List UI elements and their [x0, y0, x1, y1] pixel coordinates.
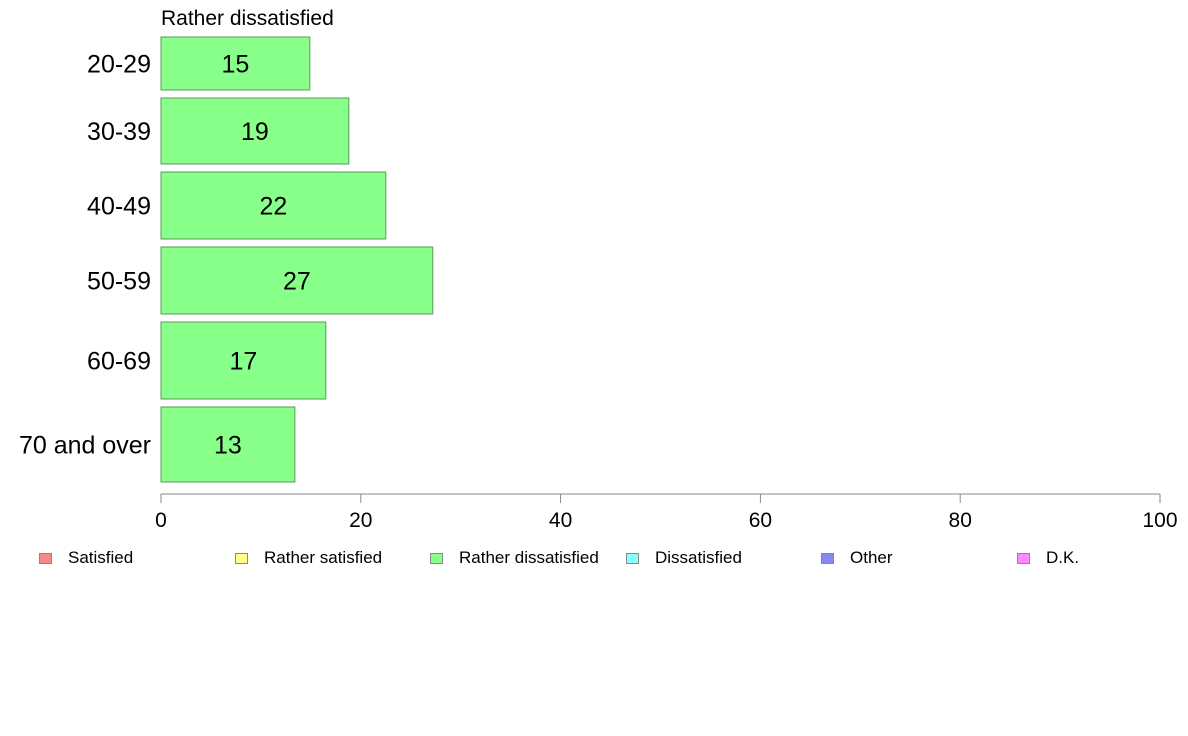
- category-label: 70 and over: [19, 432, 151, 460]
- legend-label: D.K.: [1046, 548, 1080, 567]
- category-label: 20-29: [87, 51, 151, 79]
- legend-label: Dissatisfied: [655, 548, 742, 567]
- bar-value-label: 27: [283, 268, 311, 296]
- x-tick-label: 20: [349, 509, 372, 532]
- category-label: 40-49: [87, 193, 151, 221]
- x-axis: 0 20 40 60 80 100: [155, 493, 1178, 532]
- category-label: 60-69: [87, 348, 151, 376]
- bar-1: [160, 97, 350, 165]
- legend-swatch: [235, 552, 248, 564]
- legend-label: Other: [850, 548, 893, 567]
- bar-chart: Rather dissatisfied 15 20-29 19 30-39 22 40-4…: [19, 7, 1178, 532]
- chart-title: Rather dissatisfied: [161, 7, 334, 30]
- bar-value-label: 17: [230, 348, 258, 376]
- category-label: 30-39: [87, 118, 151, 146]
- legend-item: Dissatisfied: [626, 548, 742, 568]
- legend-item: Satisfied: [39, 548, 133, 568]
- legend-label: Satisfied: [68, 548, 134, 567]
- legend-item: Rather dissatisfied: [430, 548, 599, 568]
- legend-label: Rather dissatisfied: [459, 548, 599, 567]
- bar-value-label: 13: [214, 432, 242, 460]
- x-tick-label: 100: [1142, 509, 1177, 532]
- x-tick-label: 0: [155, 509, 167, 532]
- x-tick-label: 80: [949, 509, 972, 532]
- legend-swatch: [626, 552, 639, 564]
- bar-5: [160, 406, 296, 483]
- category-label: 50-59: [87, 268, 151, 296]
- legend-swatch: [39, 552, 52, 564]
- legend-swatch: [1017, 552, 1030, 564]
- bar-value-label: 15: [222, 51, 250, 79]
- bar-0: [160, 36, 311, 91]
- x-tick-label: 40: [549, 509, 572, 532]
- legend-item: Other: [821, 548, 893, 568]
- legend: Satisfied Rather satisfied Rather dissatis…: [0, 548, 1188, 572]
- legend-item: Rather satisfied: [235, 548, 382, 568]
- legend-item: D.K.: [1017, 548, 1079, 568]
- legend-swatch: [821, 552, 834, 564]
- bar-value-label: 19: [241, 118, 269, 146]
- legend-label: Rather satisfied: [264, 548, 383, 567]
- x-tick-label: 60: [749, 509, 772, 532]
- bar-2: [160, 171, 387, 240]
- legend-swatch: [430, 552, 443, 564]
- bar-4: [160, 321, 327, 400]
- bars-group: 15 20-29 19 30-39 22 40-49 27 50-59 17 60-69 13 70 …: [19, 36, 434, 483]
- bar-3: [160, 246, 434, 315]
- bar-value-label: 22: [259, 193, 287, 221]
